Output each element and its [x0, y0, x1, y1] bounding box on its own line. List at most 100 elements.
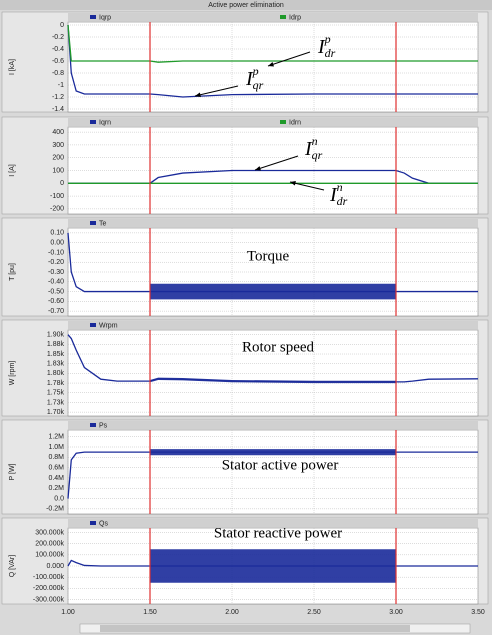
- math-sub: qr: [253, 78, 264, 92]
- annotation: Rotor speed: [242, 339, 315, 355]
- legend-swatch: [90, 521, 96, 525]
- y-tick-label: -100.000k: [33, 574, 65, 581]
- math-sup: n: [312, 134, 318, 148]
- annotation: Stator reactive power: [214, 525, 342, 541]
- y-tick-label: 0.0: [54, 495, 64, 502]
- scroll-thumb[interactable]: [100, 625, 410, 632]
- arrow-head: [290, 180, 296, 186]
- series-line: [67, 232, 478, 293]
- legend-label: Te: [99, 220, 107, 227]
- legend-swatch: [90, 15, 96, 19]
- legend-swatch: [90, 423, 96, 427]
- legend-strip: [68, 321, 478, 329]
- y-tick-label: 200.000k: [35, 540, 64, 547]
- y-tick-label: -0.20: [48, 259, 64, 266]
- y-tick-label: -1.4: [52, 106, 64, 113]
- y-tick-label: -0.30: [48, 269, 64, 276]
- math-annotation: Ip dr: [317, 32, 336, 60]
- y-tick-label: -0.60: [48, 298, 64, 305]
- y-tick-label: 0.000: [46, 563, 64, 570]
- y-tick-label: -0.50: [48, 288, 64, 295]
- arrow-head: [195, 92, 201, 98]
- legend-swatch: [90, 323, 96, 327]
- x-tick-label: 1.50: [143, 609, 157, 616]
- y-tick-label: 1.75k: [47, 390, 65, 397]
- y-tick-label: 1.73k: [47, 399, 65, 406]
- x-tick-label: 2.00: [225, 609, 239, 616]
- math-sub: dr: [325, 46, 336, 60]
- legend-strip: [68, 421, 478, 429]
- y-tick-label: -0.2: [52, 34, 64, 41]
- y-tick-label: -100: [50, 193, 64, 200]
- legend-label: Iqrn: [99, 119, 111, 126]
- y-tick-label: 0.8M: [48, 454, 64, 461]
- y-tick-label: -300.000k: [33, 596, 65, 603]
- y-tick-label: -0.6: [52, 58, 64, 65]
- legend-swatch: [90, 120, 96, 124]
- x-tick-label: 2.50: [307, 609, 321, 616]
- legend-label: Idrn: [289, 119, 301, 126]
- legend-label: Idrp: [289, 14, 301, 21]
- y-tick-label: 0: [60, 180, 64, 187]
- x-tick-label: 3.00: [389, 609, 403, 616]
- annotation: Torque: [247, 248, 290, 264]
- y-tick-label: 1.0M: [48, 444, 64, 451]
- y-axis-label: P [W]: [9, 463, 16, 480]
- y-tick-label: 0.4M: [48, 475, 64, 482]
- y-tick-label: 1.78k: [47, 380, 65, 387]
- math-sub: qr: [312, 148, 323, 162]
- math-base: I: [245, 68, 254, 90]
- y-tick-label: 1.2M: [48, 434, 64, 441]
- legend-strip: [68, 118, 478, 126]
- y-axis-label: T [pu]: [9, 263, 16, 281]
- y-tick-label: -0.10: [48, 249, 64, 256]
- y-tick-label: 1.70k: [47, 409, 65, 416]
- y-tick-label: 1.88k: [47, 341, 65, 348]
- legend-label: Ps: [99, 422, 108, 429]
- annotation-arrow: [289, 181, 325, 191]
- y-tick-label: -1.2: [52, 94, 64, 101]
- y-tick-label: 400: [52, 129, 64, 136]
- math-base: I: [317, 36, 326, 58]
- y-tick-label: -0.40: [48, 279, 64, 286]
- y-tick-label: 200: [52, 155, 64, 162]
- series-line: [67, 334, 479, 383]
- y-tick-label: -200.000k: [33, 585, 65, 592]
- window-title: Active power elimination: [208, 2, 284, 9]
- math-sup: p: [324, 32, 331, 46]
- math-annotation: Ip qr: [245, 64, 264, 92]
- y-tick-label: 0: [60, 22, 64, 29]
- legend-label: Qs: [99, 520, 108, 527]
- annotation-arrow: [194, 85, 239, 97]
- y-tick-label: 300: [52, 142, 64, 149]
- y-tick-label: 1.80k: [47, 370, 65, 377]
- math-sup: p: [252, 64, 259, 78]
- arrow-head: [268, 62, 274, 67]
- legend-swatch: [280, 120, 286, 124]
- legend-strip: [68, 519, 478, 527]
- series-line: [67, 24, 478, 98]
- arrow-head: [255, 166, 261, 171]
- annotation-arrow: [254, 155, 299, 171]
- legend-strip: [68, 219, 478, 227]
- x-tick-label: 1.00: [61, 609, 75, 616]
- legend-strip: [68, 13, 478, 21]
- math-sub: dr: [337, 194, 348, 208]
- math-annotation: In dr: [329, 180, 348, 208]
- y-tick-label: -0.2M: [46, 506, 64, 513]
- math-base: I: [329, 184, 338, 206]
- y-axis-label: W [rpm]: [9, 361, 16, 386]
- series-line: [67, 24, 478, 63]
- y-tick-label: -0.4: [52, 46, 64, 53]
- y-tick-label: -0.70: [48, 308, 64, 315]
- legend-swatch: [280, 15, 286, 19]
- math-annotation: In qr: [304, 134, 323, 162]
- y-tick-label: 0.10: [50, 230, 64, 237]
- series-line: [67, 451, 478, 499]
- y-tick-label: 0.6M: [48, 464, 64, 471]
- y-tick-label: -1: [58, 82, 64, 89]
- plot-area: [67, 21, 479, 113]
- y-tick-label: -0.8: [52, 70, 64, 77]
- y-axis-label: Q [VAr]: [9, 555, 16, 577]
